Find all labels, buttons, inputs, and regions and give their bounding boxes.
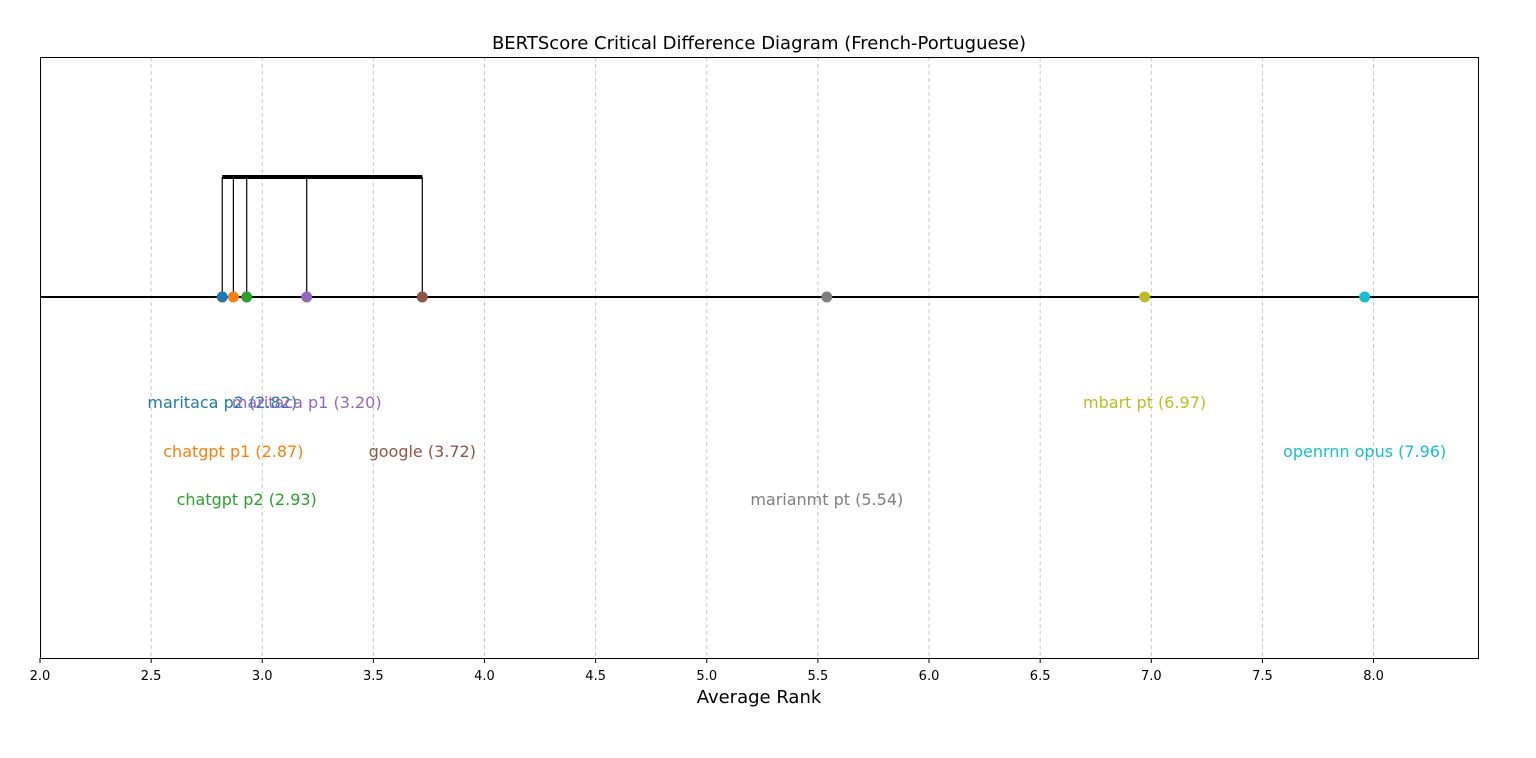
data-label: marianmt pt (5.54) [750, 490, 903, 509]
data-label: openrnn opus (7.96) [1283, 442, 1446, 461]
data-point [1139, 291, 1151, 303]
data-point [1359, 291, 1371, 303]
data-label: maritaca p1 (3.20) [232, 393, 382, 412]
x-tick-label: 7.0 [1141, 669, 1162, 684]
x-tick-label: 6.0 [919, 669, 940, 684]
x-tick-label: 2.0 [30, 669, 51, 684]
data-point [821, 291, 833, 303]
x-tick-marks: 2.0 2.5 3.0 3.5 4.0 4.5 5.0 5.5 6.0 6.5 7.0 7.5 8.0 [30, 658, 1384, 684]
data-points [216, 291, 1371, 303]
x-tick-label: 4.5 [585, 669, 606, 684]
x-axis-label: Average Rank [697, 687, 822, 708]
data-label: chatgpt p1 (2.87) [163, 442, 303, 461]
data-point [416, 291, 428, 303]
data-point [216, 291, 228, 303]
x-tick-label: 6.5 [1030, 669, 1051, 684]
x-tick-label: 4.0 [474, 669, 495, 684]
data-label: maritaca p2 (2.82) [147, 393, 297, 412]
data-point [301, 291, 313, 303]
x-tick-label: 3.0 [252, 669, 273, 684]
x-tick-label: 5.5 [808, 669, 829, 684]
data-label: google (3.72) [369, 442, 476, 461]
data-label: mbart pt (6.97) [1083, 393, 1206, 412]
data-label: chatgpt p2 (2.93) [177, 490, 317, 509]
x-tick-label: 7.5 [1252, 669, 1273, 684]
data-point [227, 291, 239, 303]
x-tick-label: 2.5 [141, 669, 162, 684]
clique-bars [221, 175, 423, 297]
plot-frame [40, 57, 1479, 659]
x-tick-label: 3.5 [363, 669, 384, 684]
x-tick-label: 5.0 [696, 669, 717, 684]
point-labels: maritaca p2 (2.82) chatgpt p1 (2.87) chatg… [147, 393, 1446, 509]
x-tick-label: 8.0 [1363, 669, 1384, 684]
grid-lines [150, 57, 1375, 658]
chart-title: BERTScore Critical Difference Diagram (F… [492, 33, 1026, 54]
data-point [241, 291, 253, 303]
